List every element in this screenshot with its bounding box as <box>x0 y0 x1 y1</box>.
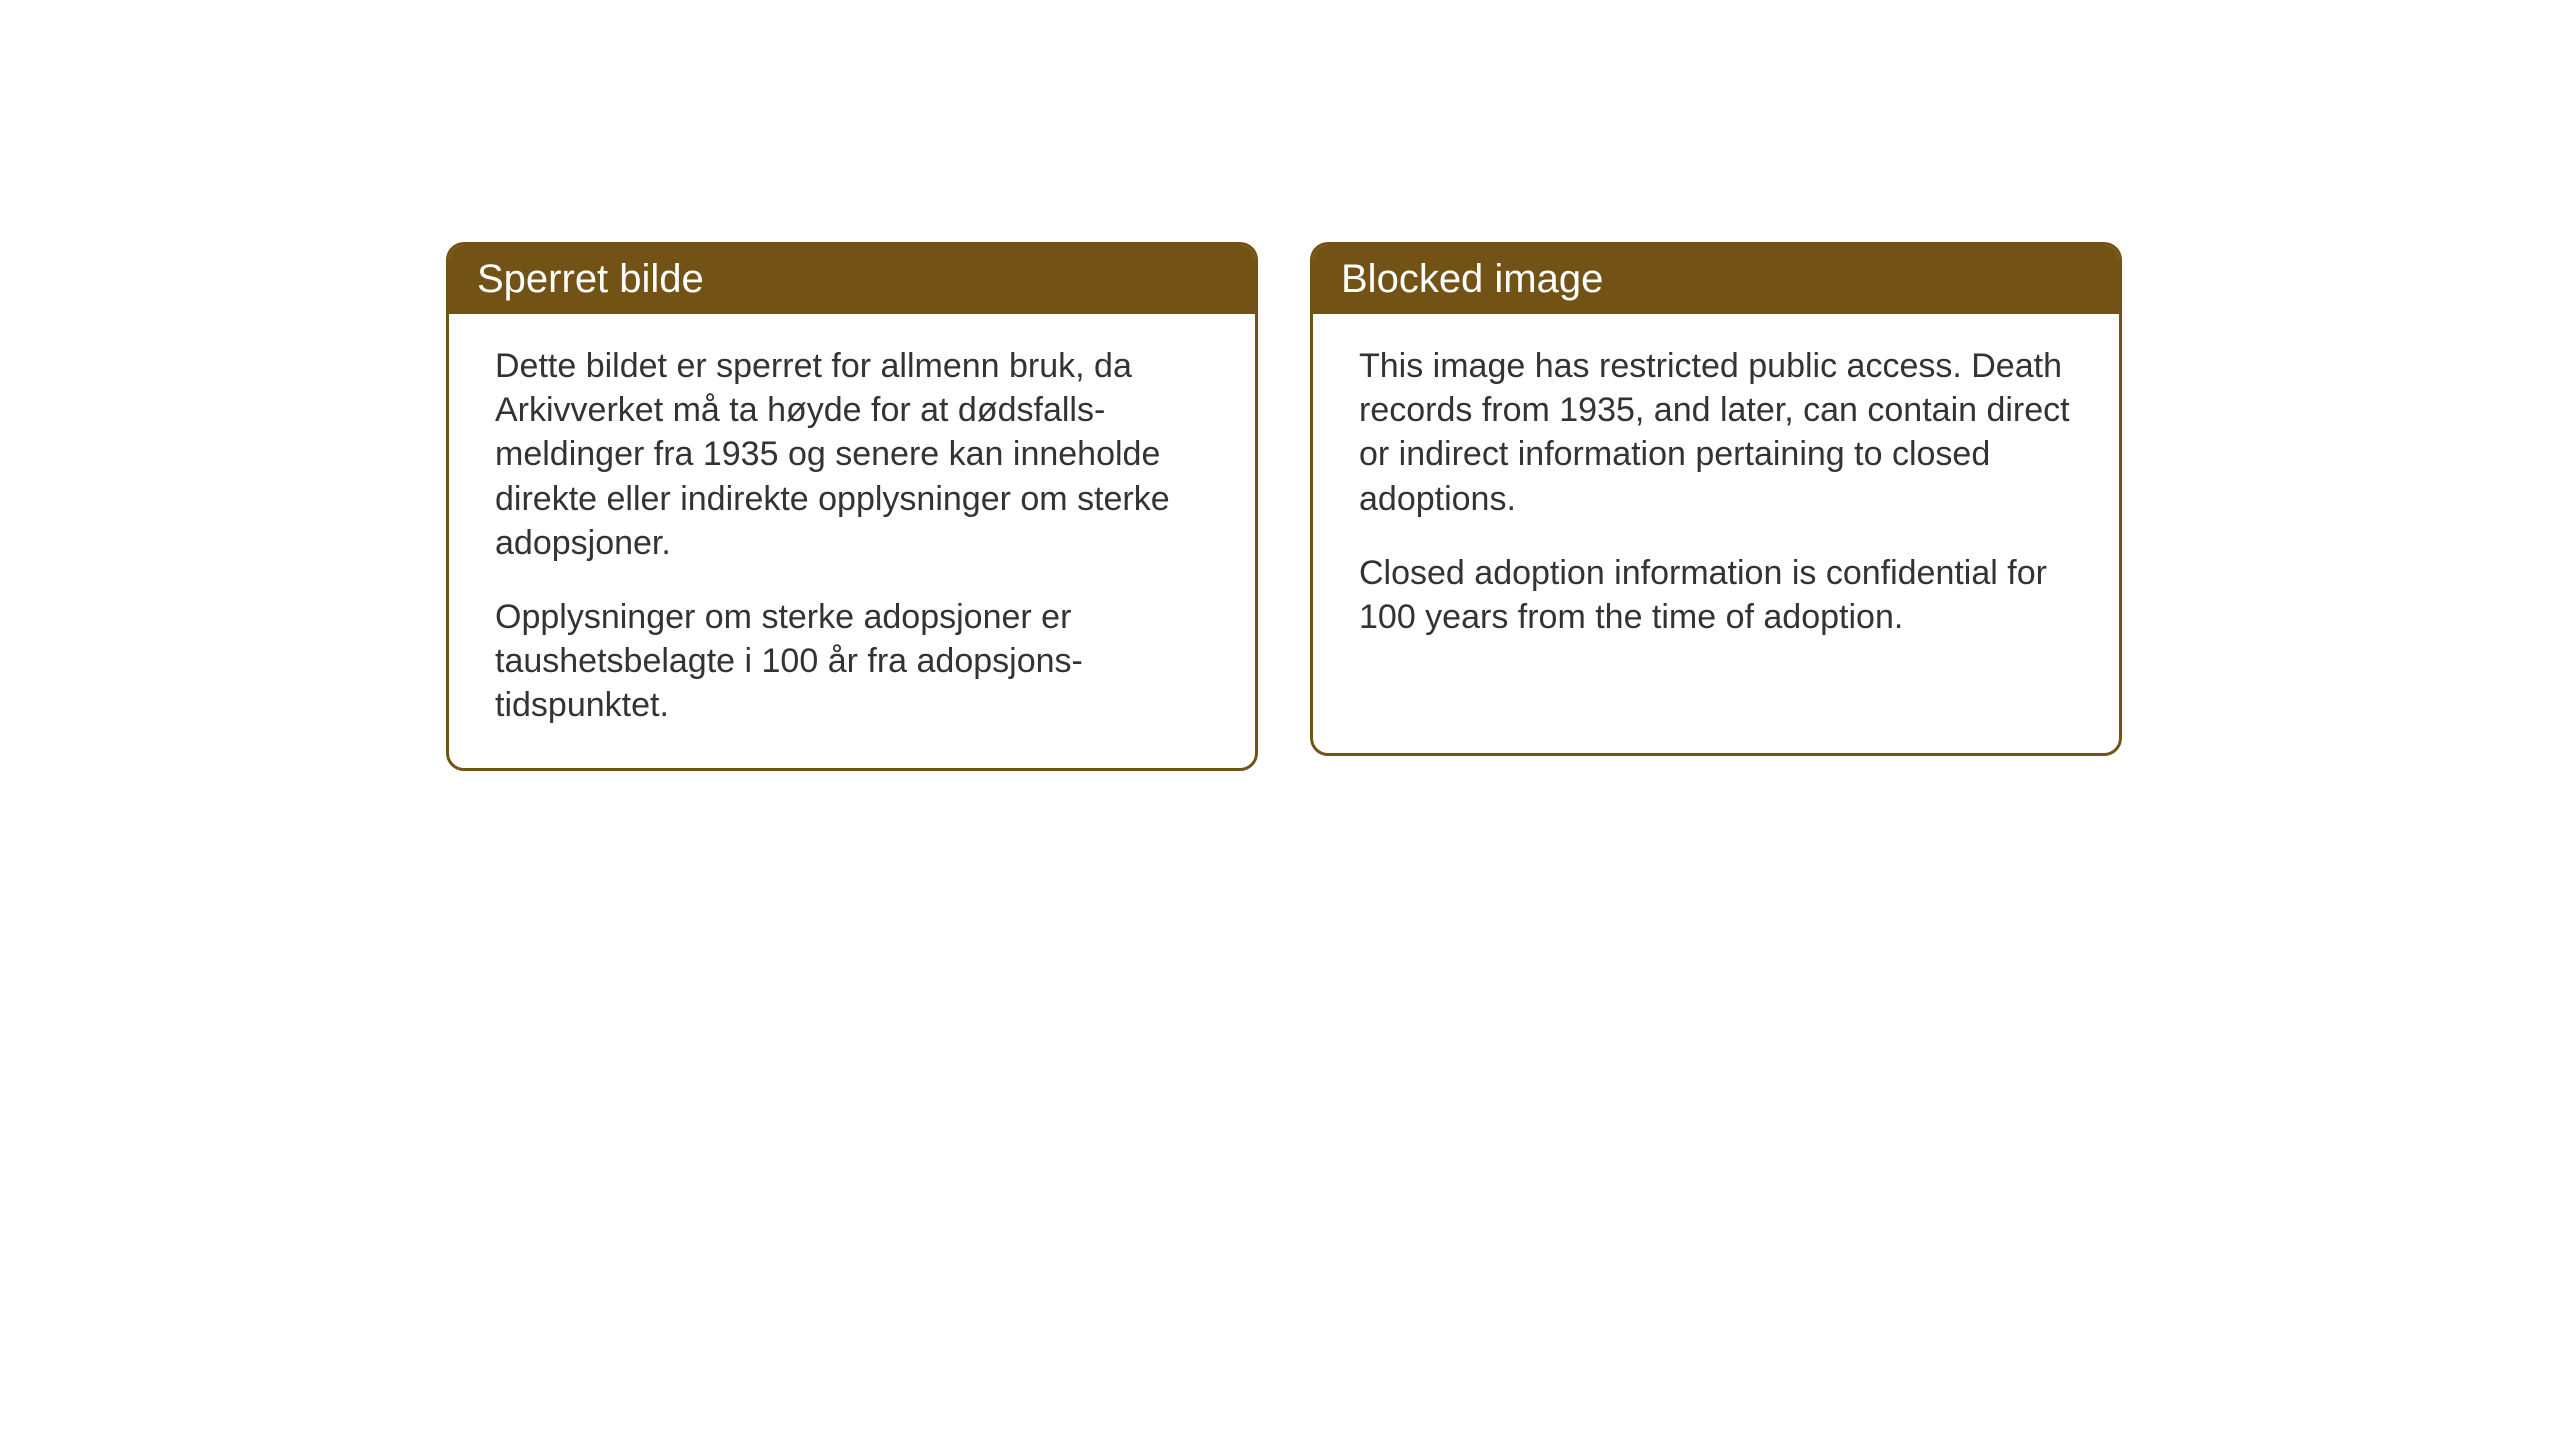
notice-paragraph-2-norwegian: Opplysninger om sterke adopsjoner er tau… <box>495 595 1209 728</box>
notice-card-norwegian: Sperret bilde Dette bildet er sperret fo… <box>446 242 1258 771</box>
notice-body-english: This image has restricted public access.… <box>1313 314 2119 679</box>
notice-header-english: Blocked image <box>1313 245 2119 314</box>
notice-container: Sperret bilde Dette bildet er sperret fo… <box>446 242 2122 771</box>
notice-paragraph-1-norwegian: Dette bildet er sperret for allmenn bruk… <box>495 344 1209 565</box>
notice-paragraph-1-english: This image has restricted public access.… <box>1359 344 2073 521</box>
notice-body-norwegian: Dette bildet er sperret for allmenn bruk… <box>449 314 1255 768</box>
notice-paragraph-2-english: Closed adoption information is confident… <box>1359 551 2073 639</box>
notice-card-english: Blocked image This image has restricted … <box>1310 242 2122 756</box>
notice-header-norwegian: Sperret bilde <box>449 245 1255 314</box>
